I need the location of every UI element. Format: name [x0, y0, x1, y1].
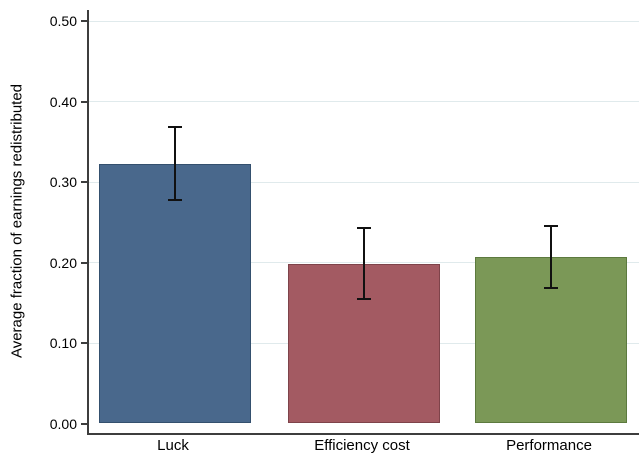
gridline — [89, 101, 639, 102]
y-axis-tick-label: 0.00 — [49, 415, 77, 432]
gridline — [89, 20, 639, 22]
error-bar-luck — [168, 126, 182, 201]
plot-area — [87, 10, 639, 435]
error-bar-cap-bottom — [168, 198, 182, 201]
error-bar-performance — [544, 224, 558, 290]
x-axis-label-luck: Luck — [157, 437, 189, 454]
error-bar-cap-bottom — [357, 298, 371, 301]
y-axis-tick — [81, 342, 87, 344]
y-axis-tick — [81, 20, 87, 22]
y-axis-title: Average fraction of earnings redistribut… — [8, 83, 26, 359]
error-bar-cap-top — [168, 126, 182, 129]
x-axis-label-performance: Performance — [506, 437, 592, 454]
error-bar-line — [363, 227, 365, 301]
y-axis-tick — [81, 181, 87, 183]
error-bar-efficiency-cost — [357, 227, 371, 301]
x-axis-label-efficiency-cost: Efficiency cost — [314, 437, 410, 454]
y-axis-tick — [81, 422, 87, 425]
bar-luck — [99, 164, 251, 424]
error-bar-line — [550, 224, 552, 290]
error-bar-cap-top — [357, 227, 371, 230]
y-axis-tick-label: 0.10 — [49, 335, 77, 351]
gridline — [89, 181, 639, 183]
error-bar-cap-top — [544, 224, 558, 227]
y-axis-tick-label: 0.40 — [49, 93, 77, 110]
y-axis-tick — [81, 261, 87, 264]
y-axis-tick-label: 0.50 — [49, 13, 77, 29]
y-axis-tick — [81, 100, 87, 103]
y-axis-tick-label: 0.30 — [49, 174, 77, 190]
error-bar-cap-bottom — [544, 287, 558, 290]
y-axis-tick-label: 0.20 — [49, 254, 77, 271]
error-bar-line — [174, 126, 176, 201]
